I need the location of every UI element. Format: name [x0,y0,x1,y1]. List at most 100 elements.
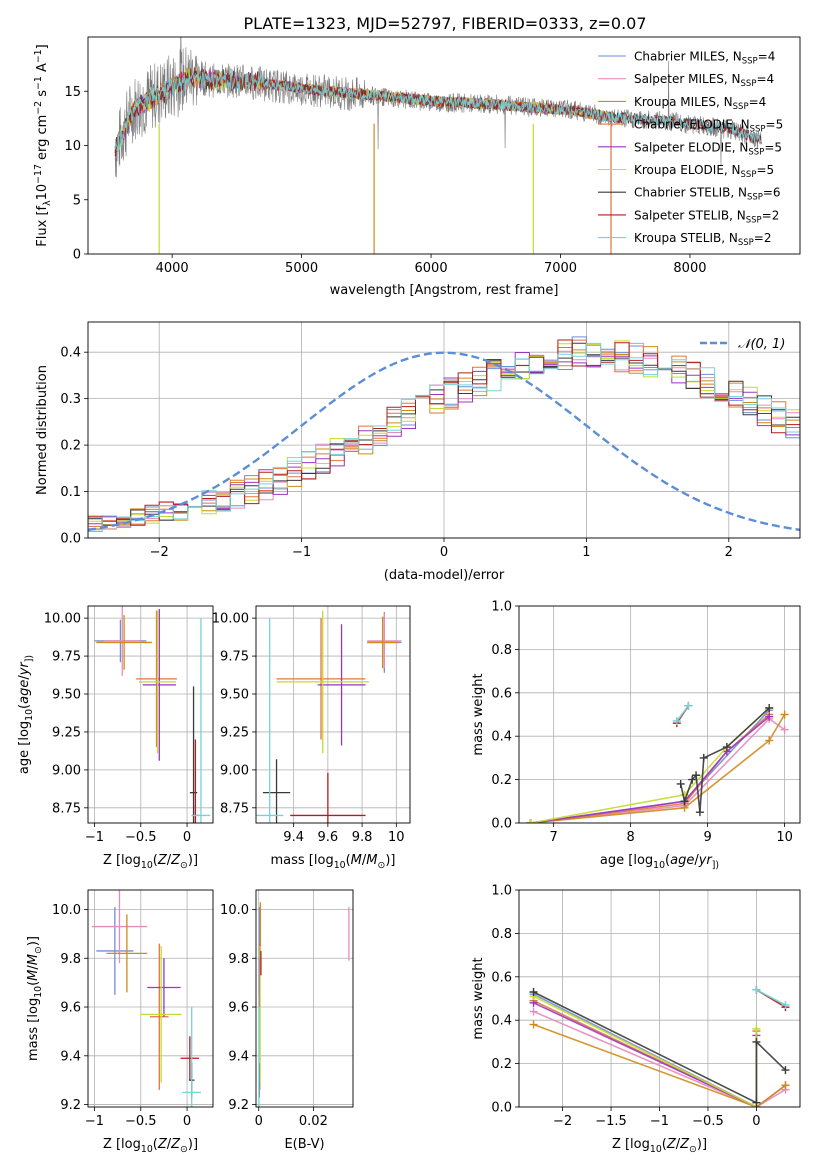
y-axis-label: mass weight [471,957,486,1039]
y-tick-label: 0.2 [491,1057,512,1072]
x-tick-label: 8000 [673,261,706,276]
spectrum-plot-area [114,37,762,254]
x-tick-label: −0.5 [125,1114,157,1129]
label-part: yr [698,853,714,868]
label-part: / [676,1137,681,1152]
label-part: −1 [33,76,44,90]
x-tick-label: 0 [255,1114,263,1129]
y-tick-label: 10.0 [52,903,81,918]
mass_vs_EBV-panel: 0 0.02 9.2 9.4 9.6 9.8 10.0 E(B-V) [220,889,354,1152]
label-part: Z [170,1137,181,1152]
label-part: 10 [35,184,50,201]
y-tick-label: 9.75 [220,650,249,665]
label-part: Z [log [612,1137,650,1152]
y-tick-label: 10.0 [220,903,249,918]
y-axis-label: age [log10(age/yr]) [17,655,35,774]
legend-entry-name: Chabrier STELIB, N [634,186,747,200]
mass_vs_Z-plot-area [88,890,213,1107]
axes-frame [518,605,801,824]
label-part: ( [662,1137,667,1152]
mass-weight-marker [752,1098,761,1107]
x-tick-label: 7 [550,830,558,845]
mass-weight-marker [529,987,538,996]
label-part: 10 [141,860,153,871]
y-tick-label: 0.3 [60,392,81,407]
legend-entry-name: Salpeter STELIB, N [634,208,746,222]
x-tick-label: −0.5 [125,830,157,845]
label-part: yr [17,661,32,677]
mass-weight-marker [765,736,774,745]
label-part: ( [17,704,32,709]
mass_vs_Z-panel: −1 −0.5 09.29.49.69.810.0Z [log10(Z/Z⊙)]ma… [26,889,214,1155]
x-tick-label: 1 [582,545,590,560]
x-axis-label: Z [log10(Z/Z⊙)] [103,853,198,871]
mass-weight-marker [781,1066,790,1075]
x-tick-label: 9.6 [318,830,339,845]
y-tick-label: 0.1 [60,485,81,500]
label-part: / [167,853,172,868]
x-axis-label: Z [log10(Z/Z⊙)] [103,1137,198,1155]
y-tick-label: 0.4 [60,346,81,361]
x-tick-label: −1 [292,545,311,560]
axes-frame [87,889,214,1108]
label-part: mass [log [271,853,334,868]
label-part: age [log [17,721,32,774]
spectrum-panel: 4000 5000 6000 7000 8000 0 5 10 15 wavelength [An… [33,36,801,298]
age_vs_mass-panel: 9.4 9.6 9.8 10 8.75 9.00 9.25 9.50 9.75 10.00 mass… [212,605,411,871]
axes-frame [255,605,411,824]
legend-entry-sub: SSP [746,215,762,225]
y-tick-label: 9.8 [228,952,249,967]
y-tick-label: 9.4 [60,1049,81,1064]
x-tick-label: −1 [85,1114,104,1129]
label-part: ] [35,44,50,49]
x-tick-label: −1.5 [595,1114,627,1129]
x-tick-label: 2 [725,545,733,560]
mass-weight-marker [781,1001,790,1010]
figure-title: PLATE=1323, MJD=52797, FIBERID=0333, z=0… [243,14,646,33]
label-part: age [log [600,853,653,868]
mass_vs_EBV-plot-area [256,890,353,1107]
label-part: Z [666,1137,677,1152]
legend-entry-nssp: =4 [756,72,774,86]
label-part: ⊙ [180,860,188,871]
legend-entry-name: Kroupa MILES, N [634,95,733,109]
label-part: A [35,63,50,76]
residual-histogram-step [88,342,800,538]
label-part: 10 [24,709,35,721]
legend-entry-name: Kroupa ELODIE, N [634,163,741,177]
mass-weight-marker [695,808,704,817]
legend-entry-sub: SSP [747,193,763,203]
mass-weight-marker [780,725,789,734]
mass-weight-line [533,1023,786,1107]
label-part: / [362,853,367,868]
y-tick-label: 9.2 [60,1098,81,1113]
label-part: ( [153,1137,158,1152]
legend-entry-nssp: =6 [763,186,781,200]
label-part: 10 [650,1144,662,1155]
y-tick-label: 1.0 [491,600,512,615]
axes-frame [87,605,214,824]
mass-weight-marker [680,797,689,806]
y-tick-label: 9.2 [228,1098,249,1113]
label-part: M [351,853,362,868]
mass-weight-line [533,991,787,1104]
mass-weight-line [533,995,758,1107]
y-tick-label: 0.6 [491,970,512,985]
mass-weight-marker [752,985,761,994]
mass-weight-marker [688,775,697,784]
y-tick-label: 0.0 [491,817,512,832]
label-part: 10 [33,986,44,998]
legend-entry-nssp: =2 [754,231,772,245]
y-axis-label: mass [log10(M/M⊙)] [26,936,44,1061]
label-part: ⊙ [689,1144,697,1155]
label-part: mass [log [26,998,41,1061]
legend-entry-name: Chabrier ELODIE, N [634,118,750,132]
x-axis-label: (data-model)/error [384,568,505,583]
legend-entry-sub: SSP [738,238,754,248]
x-tick-label: 0 [752,1114,760,1129]
axes-frame [518,889,801,1108]
x-tick-label: 0 [183,830,191,845]
y-tick-label: 1.0 [491,884,512,899]
x-tick-label: −0.5 [692,1114,724,1129]
